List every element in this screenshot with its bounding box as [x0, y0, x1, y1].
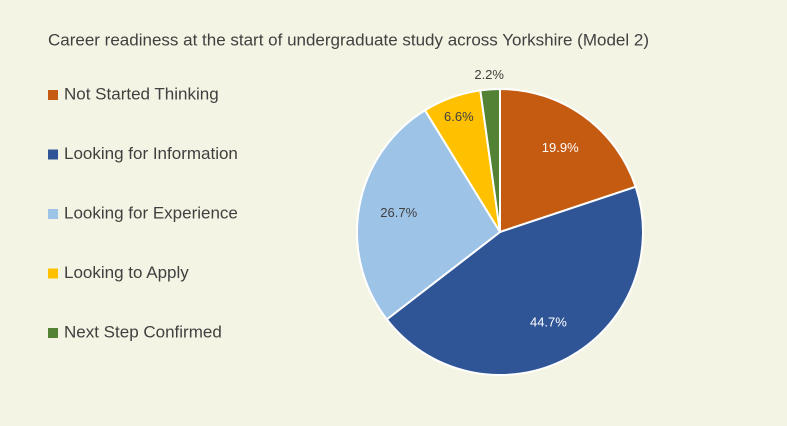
data-label: 26.7% — [380, 205, 417, 220]
legend-label: Looking for Experience — [64, 203, 238, 222]
legend-swatch — [48, 268, 58, 279]
legend-label: Looking for Information — [64, 144, 238, 163]
chart-title: Career readiness at the start of undergr… — [48, 30, 649, 49]
pie-slice — [385, 185, 644, 376]
legend-swatch — [48, 90, 58, 100]
data-label: 6.6% — [444, 109, 474, 124]
legend-swatch — [48, 149, 58, 160]
legend-swatch — [48, 209, 58, 219]
pie-slice — [356, 108, 502, 321]
pie-slice — [479, 87, 501, 233]
legend-label: Not Started Thinking — [64, 84, 219, 103]
data-label: 44.7% — [530, 314, 567, 329]
legend-label: Next Step Confirmed — [64, 322, 222, 341]
legend-label: Looking to Apply — [64, 263, 189, 282]
data-label: 2.2% — [474, 67, 504, 82]
data-label: 19.9% — [542, 140, 579, 155]
pie-slice — [499, 87, 637, 234]
legend-swatch — [48, 328, 58, 338]
